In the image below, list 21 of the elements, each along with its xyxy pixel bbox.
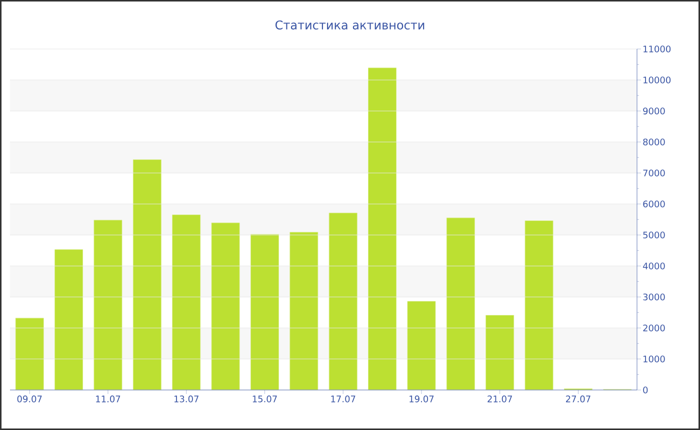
x-tick-label: 17.07	[331, 396, 356, 402]
x-tick-label: 21.07	[488, 396, 512, 402]
x-tick-label: 11.07	[96, 396, 120, 402]
y-tick-label: 2000	[643, 324, 665, 332]
y-tick-label: 8000	[643, 138, 665, 146]
x-tick-label: 13.07	[174, 396, 198, 402]
y-tick-label: 1000	[644, 356, 665, 362]
y-tick-label: 11000	[644, 46, 671, 52]
y-tick-label: 5000	[643, 232, 665, 238]
chart-title: Статистика активности	[276, 20, 424, 30]
y-tick-label: 4000	[642, 262, 665, 270]
y-tick-label: 7000	[643, 170, 665, 176]
y-tick-label: 0	[643, 386, 648, 394]
x-tick-label: 09.07	[17, 396, 42, 402]
y-tick-label: 9000	[643, 108, 665, 114]
y-tick-label: 10000	[644, 76, 671, 84]
y-tick-label: 6000	[643, 200, 665, 208]
x-tick-label: 15.07	[252, 396, 277, 402]
x-tick-label: 27.07	[566, 396, 590, 402]
x-tick-label: 19.07	[410, 396, 434, 402]
y-tick-label: 3000	[643, 294, 665, 300]
